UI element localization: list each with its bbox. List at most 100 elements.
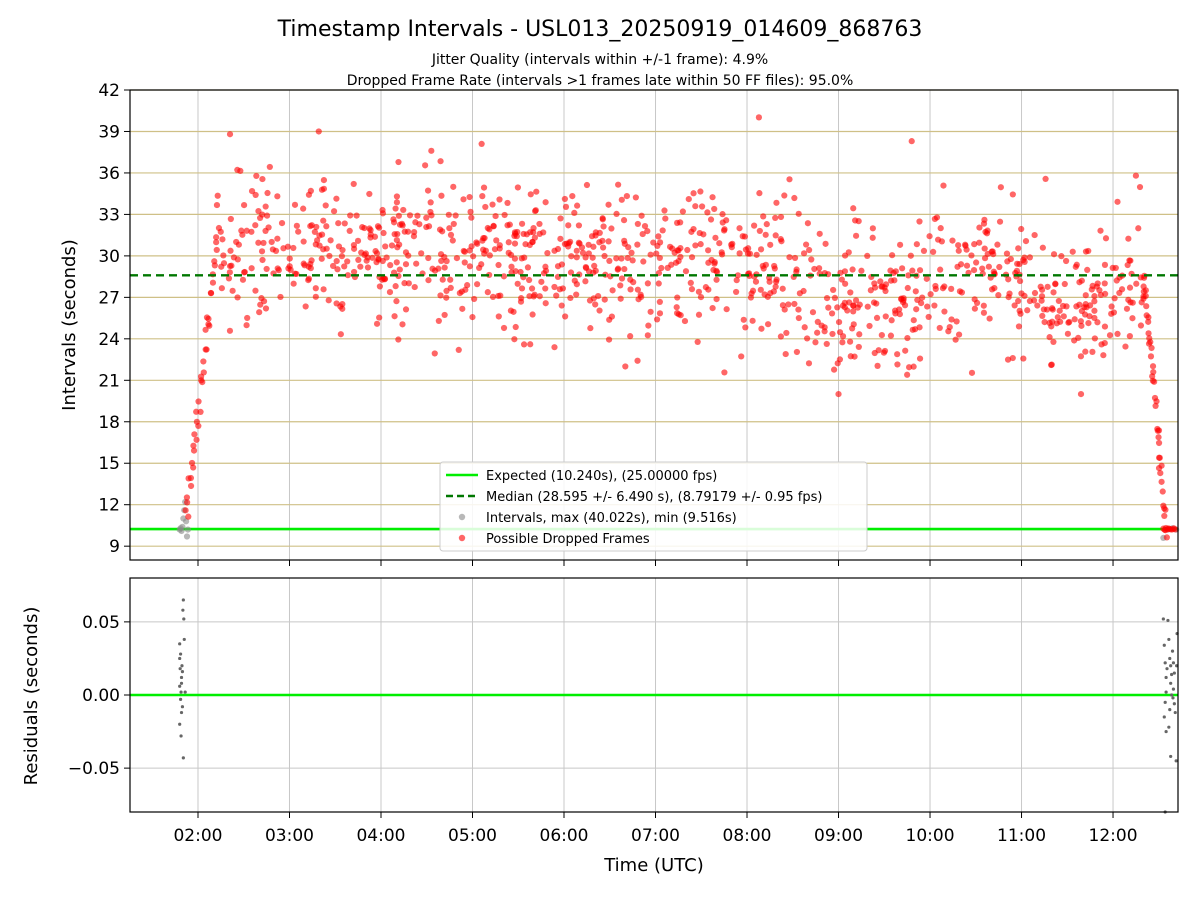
dropped-frame-point bbox=[867, 287, 874, 294]
residual-point bbox=[1162, 715, 1166, 719]
dropped-frame-point bbox=[590, 243, 597, 250]
dropped-frame-point bbox=[1136, 183, 1144, 191]
dropped-frame-point bbox=[333, 257, 340, 265]
dropped-frame-point bbox=[455, 346, 462, 353]
dropped-frame-point bbox=[736, 225, 743, 232]
dropped-frame-point bbox=[800, 287, 807, 295]
dropped-frame-point bbox=[443, 287, 450, 294]
dropped-frame-point bbox=[278, 220, 286, 227]
dropped-frame-point bbox=[536, 220, 543, 228]
residual-point bbox=[1169, 754, 1173, 759]
dropped-frame-point bbox=[394, 230, 401, 238]
dropped-frame-point bbox=[255, 239, 262, 246]
dropped-frame-point bbox=[344, 258, 351, 265]
dropped-frame-point bbox=[713, 276, 720, 283]
dropped-frame-point bbox=[640, 258, 647, 265]
dropped-frame-point bbox=[913, 306, 920, 313]
dropped-frame-point bbox=[400, 206, 407, 214]
dropped-frame-point bbox=[627, 333, 634, 340]
dropped-frame-point bbox=[687, 279, 694, 287]
residual-point bbox=[1167, 637, 1171, 642]
residual-point bbox=[178, 667, 182, 671]
dropped-frame-point bbox=[914, 296, 921, 304]
dropped-frame-point bbox=[526, 276, 533, 284]
dropped-frame-point bbox=[227, 215, 234, 223]
dropped-frame-point bbox=[719, 211, 726, 218]
dropped-frame-point bbox=[504, 199, 511, 207]
dropped-frame-point bbox=[437, 292, 444, 299]
dropped-frame-point bbox=[1031, 231, 1038, 239]
dropped-frame-point bbox=[690, 190, 697, 197]
dropped-frame-point bbox=[1048, 323, 1055, 330]
dropped-frame-point bbox=[206, 322, 213, 329]
dropped-frame-point bbox=[466, 263, 473, 270]
dropped-frame-point bbox=[372, 248, 379, 255]
dropped-frame-point bbox=[330, 262, 337, 270]
dropped-frame-point bbox=[605, 201, 612, 208]
dropped-frame-point bbox=[350, 268, 358, 276]
dropped-frame-point bbox=[777, 213, 785, 221]
x-tick-label: 11:00 bbox=[997, 826, 1046, 846]
dropped-frame-point bbox=[478, 140, 485, 148]
dropped-frame-point bbox=[924, 303, 931, 310]
dropped-frame-point bbox=[393, 193, 401, 200]
dropped-frame-point bbox=[518, 285, 526, 292]
residual-point bbox=[1164, 675, 1168, 680]
dropped-frame-point bbox=[839, 339, 846, 346]
dropped-frame-point bbox=[551, 247, 558, 254]
dropped-frame-point bbox=[1082, 292, 1089, 299]
dropped-frame-point bbox=[392, 283, 399, 290]
dropped-frame-point bbox=[1087, 302, 1094, 309]
dropped-frame-point bbox=[846, 338, 854, 345]
dropped-frame-point bbox=[1049, 318, 1056, 325]
dropped-frame-point bbox=[1077, 318, 1084, 325]
dropped-frame-point bbox=[733, 288, 740, 296]
dropped-frame-point bbox=[601, 296, 608, 303]
residual-point bbox=[1168, 708, 1172, 712]
dropped-frame-point bbox=[226, 327, 234, 334]
dropped-frame-point bbox=[469, 313, 476, 321]
dropped-frame-point bbox=[892, 310, 899, 317]
dropped-frame-point bbox=[696, 229, 703, 237]
dropped-frame-point bbox=[1069, 248, 1076, 255]
dropped-frame-point bbox=[855, 343, 862, 351]
dropped-frame-point bbox=[596, 307, 603, 314]
x-tick-label: 12:00 bbox=[1089, 826, 1138, 846]
dropped-frame-point bbox=[1055, 297, 1062, 305]
dropped-frame-point bbox=[586, 297, 594, 304]
dropped-frame-point bbox=[1078, 322, 1085, 329]
dropped-frame-point bbox=[268, 238, 275, 246]
dropped-frame-point bbox=[241, 269, 248, 276]
dropped-frame-point bbox=[460, 247, 467, 255]
residual-point bbox=[1171, 661, 1176, 665]
dropped-frame-point bbox=[262, 203, 269, 210]
dropped-frame-point bbox=[395, 158, 402, 166]
dropped-frame-point bbox=[958, 289, 966, 296]
dropped-frame-point bbox=[641, 223, 649, 230]
dropped-frame-point bbox=[436, 226, 444, 233]
dropped-frame-point bbox=[1056, 307, 1063, 314]
dropped-frame-point bbox=[542, 263, 549, 270]
dropped-frame-point bbox=[392, 205, 399, 212]
dropped-frame-point bbox=[618, 196, 625, 203]
dropped-frame-point bbox=[262, 305, 270, 312]
dropped-frame-point bbox=[1061, 280, 1068, 288]
dropped-frame-point bbox=[312, 293, 319, 300]
dropped-frame-point bbox=[1071, 316, 1078, 323]
dropped-frame-point bbox=[677, 253, 684, 261]
dropped-frame-point bbox=[1054, 314, 1061, 321]
dropped-frame-point bbox=[655, 233, 662, 240]
dropped-frame-point bbox=[252, 287, 259, 294]
dropped-frame-point bbox=[908, 138, 915, 145]
dropped-frame-point bbox=[1050, 289, 1057, 296]
dropped-frame-point bbox=[234, 166, 241, 173]
residual-point bbox=[181, 608, 185, 612]
dropped-frame-point bbox=[925, 313, 932, 321]
dropped-frame-point bbox=[1088, 286, 1095, 293]
dropped-frame-point bbox=[1129, 315, 1136, 322]
dropped-frame-point bbox=[779, 302, 786, 309]
dropped-frame-point bbox=[229, 287, 236, 294]
dropped-frame-point bbox=[850, 205, 857, 212]
dropped-frame-point bbox=[441, 264, 448, 271]
dropped-frame-point bbox=[1011, 302, 1018, 309]
